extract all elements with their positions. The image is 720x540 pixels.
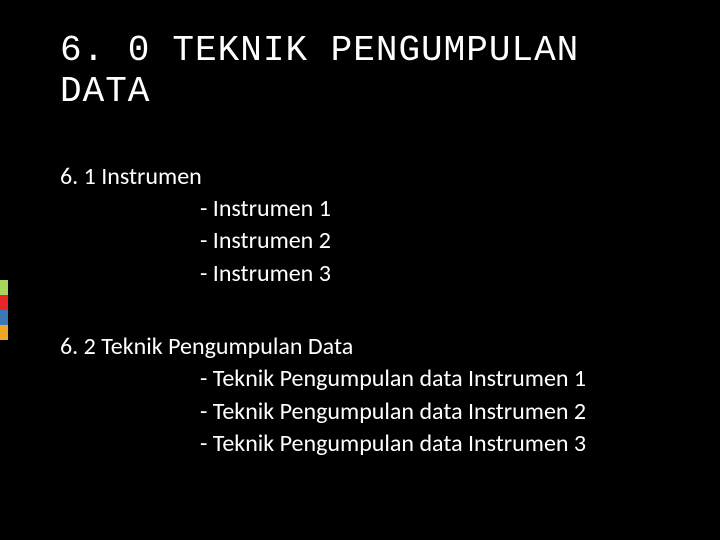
section-1-title: 6. 1 Instrumen (60, 162, 660, 191)
accent-stripe (0, 295, 8, 310)
heading-number: 6. 0 (60, 30, 150, 71)
list-item: - Teknik Pengumpulan data Instrumen 2 (60, 396, 660, 428)
list-item: - Instrumen 2 (60, 225, 660, 257)
section-2-title: 6. 2 Teknik Pengumpulan Data (60, 332, 660, 361)
accent-stripe (0, 280, 8, 295)
list-item: - Teknik Pengumpulan data Instrumen 1 (60, 363, 660, 395)
list-item: - Instrumen 3 (60, 258, 660, 290)
page-heading: 6. 0TEKNIK PENGUMPULAN DATA (60, 30, 660, 112)
list-item: - Teknik Pengumpulan data Instrumen 3 (60, 428, 660, 460)
accent-bar (0, 280, 8, 340)
accent-stripe (0, 310, 8, 325)
accent-stripe (0, 325, 8, 340)
list-item: - Instrumen 1 (60, 193, 660, 225)
